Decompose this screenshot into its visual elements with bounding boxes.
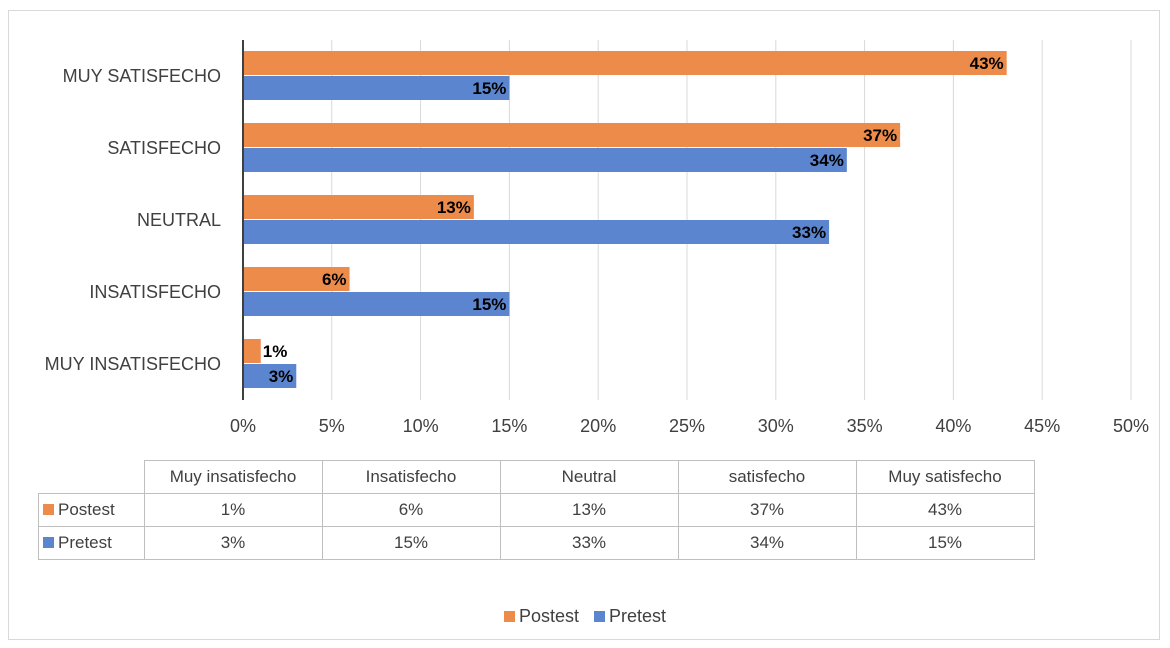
table-col-header: satisfecho [677,460,857,494]
postest-swatch-icon [43,504,54,515]
table-cell: 33% [499,526,679,560]
table-cell: 15% [855,526,1035,560]
table-corner [38,460,145,494]
legend-label: Postest [518,606,579,626]
bar-chart: 0% 5% 10% 15% 20% 25% 30% 35% 40% 45% 50% MUY INSAT… [45,40,1149,436]
bar-value-label: 1% [263,342,288,361]
x-tick-label: 5% [319,416,345,436]
bar-postest [244,195,474,219]
bar-pretest [244,292,510,316]
x-tick-label: 0% [230,416,256,436]
x-tick-label: 10% [403,416,439,436]
bar-postest [244,267,350,291]
table-col-header: Muy insatisfecho [143,460,323,494]
table-row-postest: Postest 1% 6% 13% 37% 43% [38,493,1035,527]
table-col-header: Neutral [499,460,679,494]
table-row-header: Pretest [38,526,145,560]
bar-postest [244,339,261,363]
table-cell: 34% [677,526,857,560]
x-tick-label: 20% [580,416,616,436]
table-col-header: Insatisfecho [321,460,501,494]
bar-pretest [244,220,830,244]
chart-legend: Postest Pretest [0,606,1170,627]
bar-value-label: 15% [472,295,506,314]
x-tick-label: 35% [847,416,883,436]
category-label: MUY INSATISFECHO [45,354,221,374]
table-cell: 13% [499,493,679,527]
bar-value-label: 13% [437,198,471,217]
bar-value-label: 43% [970,54,1004,73]
category-label: MUY SATISFECHO [63,66,221,86]
table-row-header: Postest [38,493,145,527]
x-tick-label: 15% [491,416,527,436]
postest-swatch-icon [503,611,515,622]
table-header-row: Muy insatisfecho Insatisfecho Neutral sa… [38,460,1035,494]
bar-pretest [244,76,510,100]
x-tick-label: 40% [935,416,971,436]
table-cell: 15% [321,526,501,560]
table-cell: 6% [321,493,501,527]
table-row-pretest: Pretest 3% 15% 33% 34% 15% [38,526,1035,560]
category-label: INSATISFECHO [89,282,221,302]
data-table: Muy insatisfecho Insatisfecho Neutral sa… [38,460,1035,560]
legend-item-postest: Postest [503,606,579,626]
bar-postest [244,51,1007,75]
table-col-header: Muy satisfecho [855,460,1035,494]
bar-value-label: 37% [863,126,897,145]
bar-pretest [244,364,297,388]
bar-postest [244,123,901,147]
table-row-label: Pretest [58,533,112,552]
bar-value-label: 6% [322,270,347,289]
x-tick-label: 50% [1113,416,1149,436]
chart-frame [8,10,1160,640]
legend-item-pretest: Pretest [594,606,666,626]
table-cell: 37% [677,493,857,527]
bar-value-label: 33% [792,223,826,242]
x-tick-label: 25% [669,416,705,436]
table-row-label: Postest [58,500,115,519]
pretest-swatch-icon [594,611,605,622]
table-cell: 43% [855,493,1035,527]
table-cell: 3% [143,526,323,560]
bar-value-label: 15% [472,79,506,98]
x-tick-label: 45% [1024,416,1060,436]
bar-value-label: 34% [810,151,844,170]
x-tick-label: 30% [758,416,794,436]
category-label: NEUTRAL [137,210,221,230]
pretest-swatch-icon [43,537,54,548]
category-label: SATISFECHO [107,138,221,158]
legend-label: Pretest [609,606,667,626]
bar-value-label: 3% [269,367,294,386]
table-cell: 1% [143,493,323,527]
bar-pretest [244,148,847,172]
